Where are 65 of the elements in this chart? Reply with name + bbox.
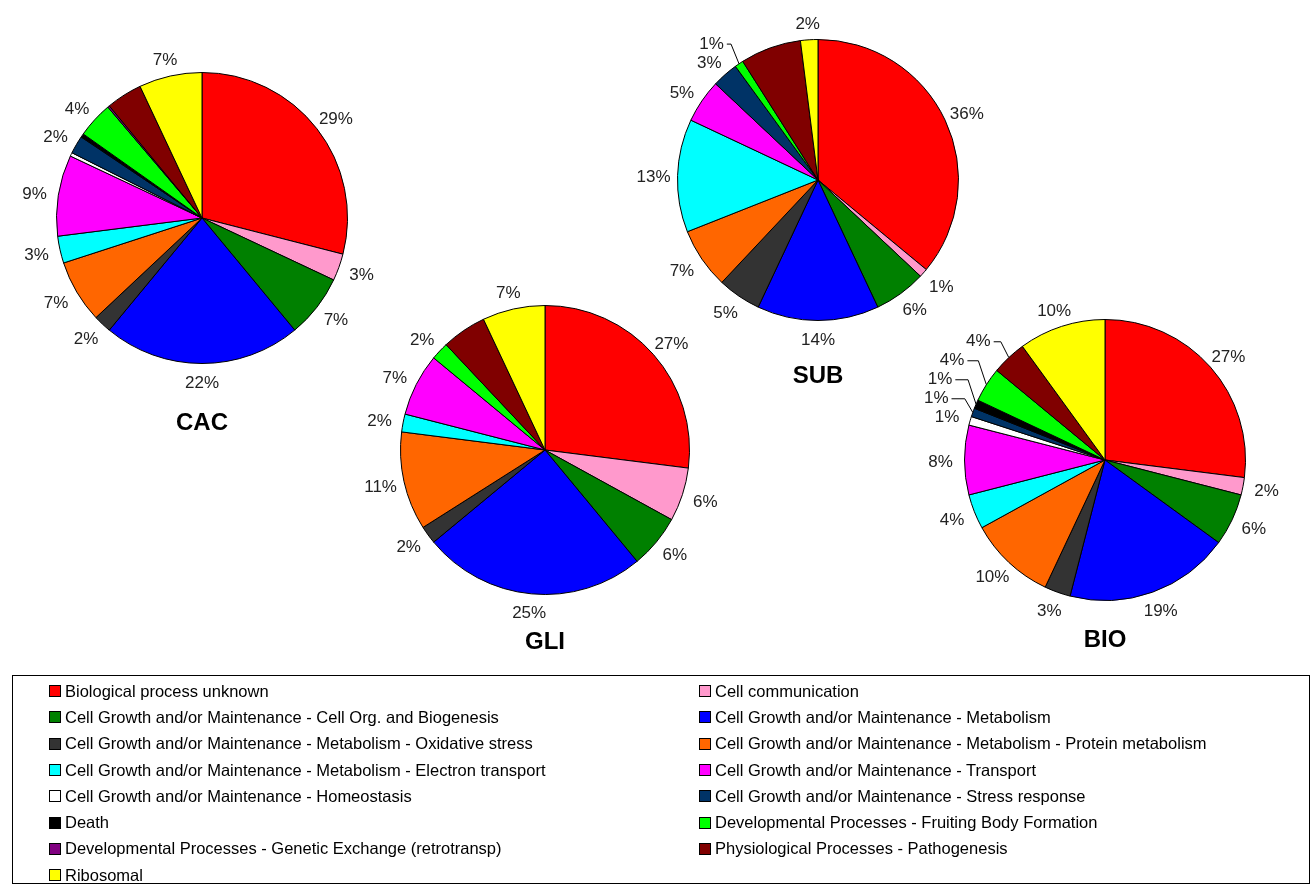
- data-label: 1%: [929, 276, 954, 296]
- data-label: 6%: [902, 299, 927, 319]
- data-label: 36%: [949, 104, 984, 124]
- legend-label: Physiological Processes - Pathogenesis: [715, 839, 1008, 859]
- data-label: 27%: [654, 334, 689, 354]
- legend-label: Cell Growth and/or Maintenance - Metabolism - Protein metabolism: [715, 734, 1207, 754]
- data-label: 5%: [713, 302, 738, 322]
- data-label: 10%: [1037, 300, 1072, 320]
- legend-label: Developmental Processes - Fruiting Body Formation: [715, 813, 1098, 833]
- data-label: 7%: [382, 367, 408, 387]
- data-label: 6%: [662, 545, 688, 565]
- legend-label: Cell Growth and/or Maintenance - Metabolism: [715, 707, 1051, 727]
- text: GLI: [524, 627, 566, 655]
- legend-label: Cell Growth and/or Maintenance - Homeostasis: [65, 786, 412, 806]
- data-label: 4%: [966, 331, 991, 351]
- data-label: 3%: [24, 245, 49, 265]
- data-label: 7%: [43, 292, 69, 312]
- legend-label: Death: [65, 813, 110, 833]
- data-label: 1%: [927, 369, 953, 389]
- data-label: 5%: [669, 82, 695, 102]
- data-label: 9%: [22, 184, 47, 204]
- text: BIO: [1082, 625, 1128, 653]
- data-label: 7%: [323, 309, 349, 329]
- data-label: 2%: [73, 328, 99, 348]
- data-label: 22%: [184, 373, 220, 393]
- legend-label: Cell Growth and/or Maintenance - Metabolism - Oxidative stress: [65, 734, 533, 754]
- legend-label: Developmental Processes - Genetic Exchange (retrotransp): [65, 839, 502, 859]
- data-label: 4%: [939, 510, 965, 530]
- legend-label: Ribosomal: [65, 865, 143, 885]
- data-label: 7%: [152, 50, 178, 70]
- data-label: 1%: [699, 33, 724, 53]
- data-label: 11%: [364, 477, 397, 497]
- data-label: 13%: [636, 166, 671, 186]
- data-label: 3%: [349, 265, 374, 285]
- data-label: 29%: [318, 109, 353, 129]
- data-label: 6%: [1241, 519, 1267, 539]
- data-label: 2%: [396, 537, 421, 557]
- data-label: 27%: [1211, 346, 1246, 366]
- data-label: 4%: [939, 350, 965, 370]
- legend-label: Cell Growth and/or Maintenance - Transport: [715, 760, 1036, 780]
- data-label: 4%: [64, 99, 90, 119]
- data-label: 2%: [795, 13, 820, 33]
- data-label: 7%: [495, 283, 521, 303]
- data-label: 2%: [43, 127, 68, 147]
- legend-label: Cell Growth and/or Maintenance - Metabolism - Electron transport: [65, 760, 546, 780]
- text: CAC: [175, 408, 229, 436]
- data-label: 10%: [975, 567, 1010, 587]
- legend-label: Biological process unknown: [65, 681, 269, 701]
- text: SUB: [791, 361, 845, 389]
- legend-label: Cell Growth and/or Maintenance - Cell Org. and Biogenesis: [65, 707, 499, 727]
- data-label: 1%: [934, 407, 960, 427]
- data-label: 3%: [1036, 600, 1062, 620]
- data-label: 6%: [692, 491, 718, 511]
- data-label: 25%: [512, 603, 547, 623]
- data-label: 8%: [928, 451, 953, 471]
- data-label: 2%: [367, 411, 392, 431]
- data-label: 19%: [1143, 600, 1178, 620]
- data-label: 3%: [696, 52, 722, 72]
- data-label: 7%: [669, 260, 695, 280]
- data-label: 2%: [1254, 481, 1279, 501]
- data-label: 2%: [409, 330, 435, 350]
- data-label: 14%: [800, 330, 836, 350]
- legend-label: Cell Growth and/or Maintenance - Stress response: [715, 786, 1086, 806]
- legend-label: Cell communication: [715, 681, 859, 701]
- data-label: 1%: [923, 388, 949, 408]
